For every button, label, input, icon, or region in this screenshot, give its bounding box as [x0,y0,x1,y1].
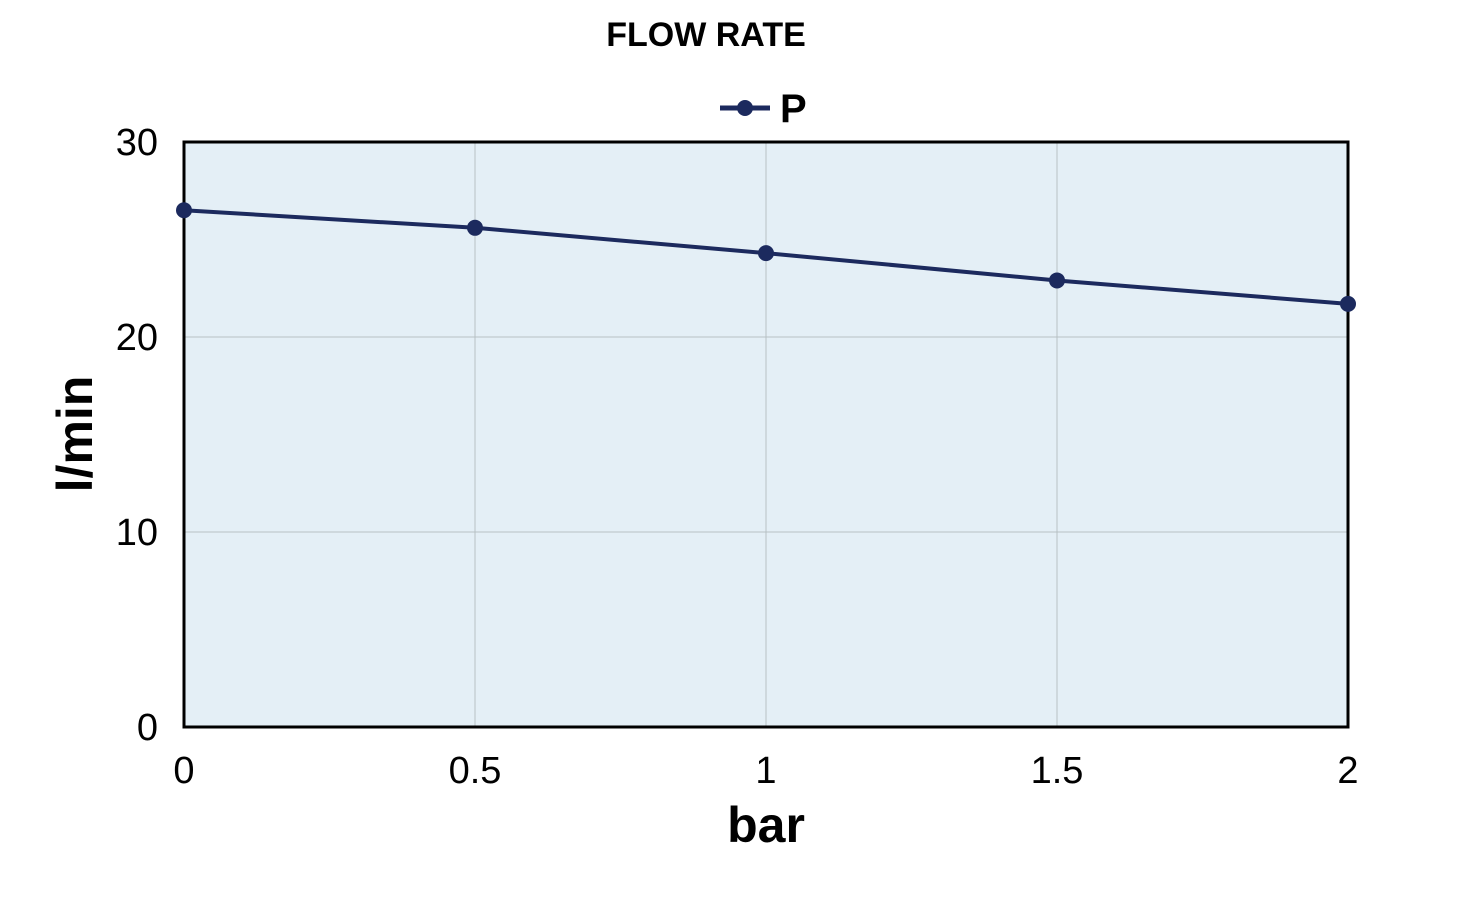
y-tick-label: 20 [116,317,158,359]
y-axis-ticks: 0 10 20 30 [116,122,158,749]
x-tick-label: 0.5 [449,750,502,792]
plot-frame [182,140,1350,729]
data-point [467,219,483,236]
y-axis-label: l/min [47,376,103,493]
legend-label-p: P [780,87,807,131]
data-point [1049,272,1065,289]
data-point [758,245,774,262]
chart-title: FLOW RATE [606,16,806,54]
grid-lines [184,142,1348,727]
y-tick-label: 10 [116,512,158,554]
y-tick-label: 0 [137,707,158,749]
x-tick-label: 1.5 [1031,750,1084,792]
x-tick-label: 2 [1337,750,1358,792]
data-point [176,202,192,219]
series-layer [176,202,1356,312]
x-axis-label: bar [727,797,805,853]
data-point [1340,295,1356,312]
y-tick-label: 30 [116,122,158,164]
x-tick-label: 1 [755,750,776,792]
legend-marker-p [737,100,753,116]
legend: P [720,87,807,131]
x-axis-ticks: 0 0.5 1 1.5 2 [173,750,1358,792]
x-tick-label: 0 [173,750,194,792]
